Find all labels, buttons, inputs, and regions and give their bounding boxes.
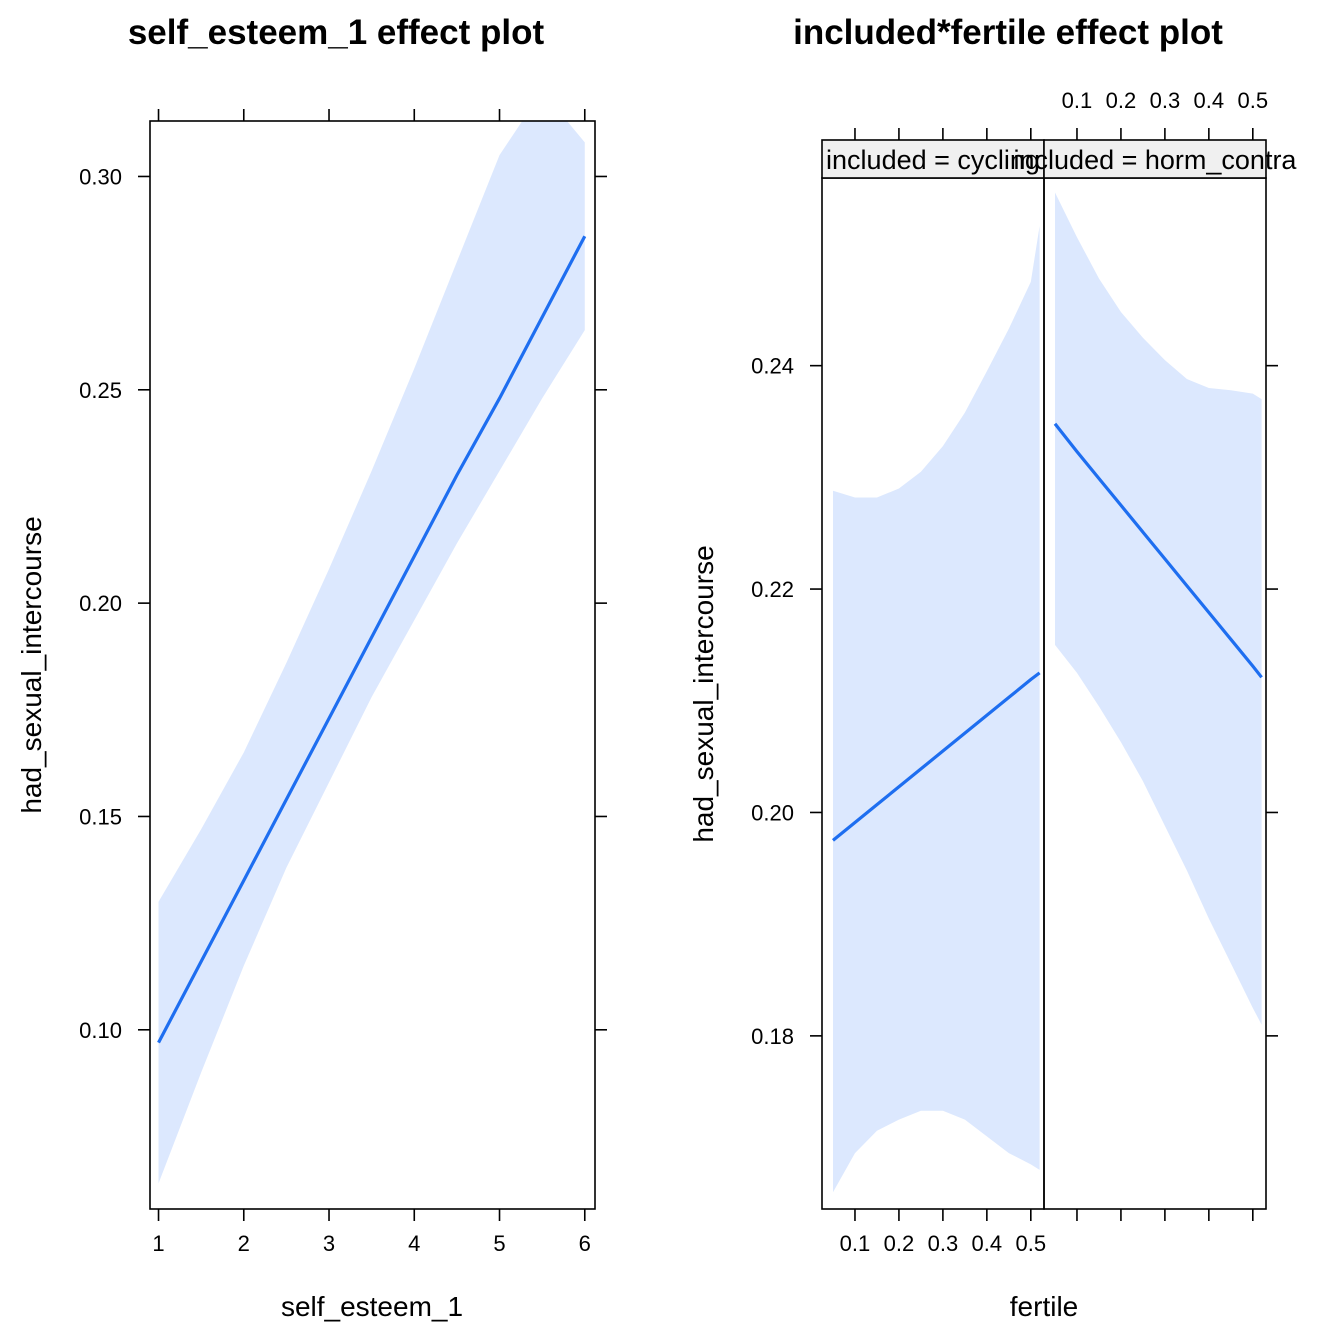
chart-2-panel-1-strip-label: included = cycling — [826, 145, 1040, 175]
chart-1-x-tick-label: 3 — [323, 1231, 335, 1256]
chart-2-panel-2-x-tick-label: 0.2 — [1106, 88, 1137, 113]
chart-2-panel-2-x-tick-label: 0.1 — [1062, 88, 1093, 113]
chart-2-panel-2-strip-label: included = horm_contra — [1014, 145, 1298, 175]
chart-1-x-axis-label: self_esteem_1 — [281, 1291, 463, 1322]
chart-2: included*fertile effect plot included = … — [688, 13, 1297, 1322]
chart-1-y-axis-label: had_sexual_intercourse — [16, 516, 47, 813]
chart-2-panel-1-confidence-band — [832, 226, 1040, 1193]
chart-1-y-tick-label: 0.10 — [79, 1018, 122, 1043]
chart-1-plot-frame — [149, 120, 596, 1210]
chart-2-panel-2-strip — [1043, 139, 1267, 179]
chart-2-y-tick-label: 0.18 — [751, 1024, 794, 1049]
chart-2-panel-1-x-tick-label: 0.5 — [1016, 1231, 1047, 1256]
chart-1-x-tick-label: 4 — [408, 1231, 420, 1256]
chart-2-fit-line-layer — [831, 422, 1263, 842]
chart-1-title: self_esteem_1 effect plot — [128, 13, 545, 52]
chart-1-fit-line-layer — [157, 235, 587, 1044]
chart-2-panel-1-band-group — [832, 226, 1040, 1193]
chart-1-x-tick-label: 2 — [238, 1231, 250, 1256]
chart-2-panel-2-confidence-band — [1054, 192, 1262, 1025]
chart-1-ticks: 1 2 3 4 5 6 0.10 0.15 0.20 0.25 0.30 — [79, 109, 607, 1256]
chart-2-panel-1-strip — [821, 139, 1045, 179]
chart-2-panel-2-x-tick-label: 0.3 — [1150, 88, 1181, 113]
chart-1-series-0-fit-line — [157, 235, 587, 1044]
chart-2-panel-2-band-group — [1054, 192, 1262, 1025]
chart-2-y-tick-label: 0.24 — [751, 354, 794, 379]
chart-2-panel-1-x-tick-label: 0.3 — [928, 1231, 959, 1256]
chart-1-y-tick-label: 0.30 — [79, 164, 122, 189]
chart-2-title: included*fertile effect plot — [793, 13, 1223, 52]
chart-2-panel-1-x-tick-label: 0.1 — [840, 1231, 871, 1256]
chart-1-confidence-band-layer — [158, 121, 585, 1184]
chart-2-y-tick-label: 0.20 — [751, 800, 794, 825]
chart-2-panel-2-x-tick-label: 0.4 — [1194, 88, 1225, 113]
chart-2-confidence-band-layer — [832, 192, 1262, 1193]
chart-1-y-tick-label: 0.15 — [79, 804, 122, 829]
chart-1: self_esteem_1 effect plot 1 2 3 4 5 6 0.10 0.15… — [16, 13, 607, 1322]
chart-2-ticks: 0.1 0.2 0.3 0.4 0.5 0.1 0.2 0.3 0.4 0.5 0.18 0.20 0.… — [751, 88, 1278, 1256]
chart-2-y-axis-label: had_sexual_intercourse — [688, 545, 719, 842]
chart-2-panel-1-fit-line — [831, 671, 1041, 842]
chart-1-x-tick-label: 6 — [579, 1231, 591, 1256]
chart-2-panel-2-line-group — [1053, 422, 1263, 679]
chart-1-series-0-confidence-band — [158, 121, 585, 1184]
chart-1-y-tick-label: 0.25 — [79, 378, 122, 403]
chart-2-panel-1-x-tick-label: 0.4 — [972, 1231, 1003, 1256]
chart-1-y-tick-label: 0.20 — [79, 591, 122, 616]
chart-2-panel-1-x-tick-label: 0.2 — [884, 1231, 915, 1256]
chart-2-x-axis-label: fertile — [1010, 1291, 1078, 1322]
chart-2-panel-2-x-tick-label: 0.5 — [1238, 88, 1269, 113]
chart-1-x-tick-label: 5 — [493, 1231, 505, 1256]
chart-2-panel-2-fit-line — [1053, 422, 1263, 679]
chart-2-y-tick-label: 0.22 — [751, 577, 794, 602]
chart-2-panel-1-line-group — [831, 671, 1041, 842]
chart-1-x-tick-label: 1 — [152, 1231, 164, 1256]
